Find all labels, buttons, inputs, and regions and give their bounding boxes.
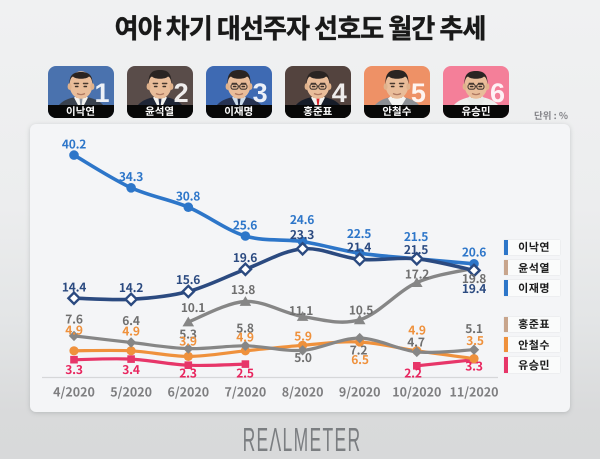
svg-text:2.2: 2.2 — [404, 364, 422, 381]
svg-text:5.9: 5.9 — [294, 327, 312, 344]
svg-text:19.6: 19.6 — [233, 249, 257, 266]
svg-text:3.3: 3.3 — [465, 357, 483, 374]
svg-text:13.8: 13.8 — [231, 281, 255, 298]
svg-text:10/2020: 10/2020 — [392, 382, 441, 401]
svg-text:10.1: 10.1 — [181, 299, 205, 316]
svg-text:3.3: 3.3 — [65, 361, 83, 378]
svg-text:19.8: 19.8 — [462, 270, 486, 287]
svg-text:25.6: 25.6 — [233, 216, 257, 233]
svg-text:4.9: 4.9 — [65, 321, 83, 338]
svg-text:5.3: 5.3 — [179, 325, 197, 342]
svg-text:7/2020: 7/2020 — [225, 382, 267, 401]
svg-text:21.5: 21.5 — [404, 241, 428, 258]
svg-text:6.4: 6.4 — [122, 312, 140, 329]
svg-text:22.5: 22.5 — [347, 225, 371, 242]
svg-text:23.3: 23.3 — [290, 226, 314, 243]
svg-text:10.5: 10.5 — [349, 301, 373, 318]
svg-text:5/2020: 5/2020 — [110, 382, 152, 401]
svg-text:4.9: 4.9 — [236, 328, 254, 345]
svg-text:11/2020: 11/2020 — [449, 382, 498, 401]
svg-text:30.8: 30.8 — [176, 187, 200, 204]
svg-text:17.2: 17.2 — [405, 265, 429, 282]
svg-text:4.7: 4.7 — [407, 333, 425, 350]
svg-text:8/2020: 8/2020 — [282, 382, 324, 401]
svg-text:14.4: 14.4 — [62, 278, 86, 295]
svg-text:24.6: 24.6 — [290, 211, 314, 228]
svg-text:3.4: 3.4 — [122, 361, 140, 378]
svg-text:3.9: 3.9 — [179, 332, 197, 349]
svg-text:20.6: 20.6 — [462, 243, 486, 260]
svg-text:7.2: 7.2 — [350, 341, 368, 358]
svg-text:19.4: 19.4 — [462, 280, 486, 297]
svg-text:14.2: 14.2 — [119, 279, 143, 296]
svg-text:5.1: 5.1 — [465, 320, 483, 337]
svg-text:5.0: 5.0 — [294, 349, 312, 366]
svg-text:15.6: 15.6 — [176, 271, 200, 288]
svg-text:2.5: 2.5 — [236, 364, 254, 381]
svg-text:4.9: 4.9 — [122, 322, 140, 339]
svg-text:34.3: 34.3 — [119, 168, 143, 185]
svg-text:3.5: 3.5 — [466, 332, 484, 349]
svg-text:11.1: 11.1 — [289, 302, 313, 319]
svg-text:40.2: 40.2 — [62, 135, 86, 152]
svg-text:4/2020: 4/2020 — [53, 382, 95, 401]
svg-text:21.4: 21.4 — [347, 238, 371, 255]
svg-text:2.3: 2.3 — [179, 364, 197, 381]
svg-text:4.9: 4.9 — [408, 321, 426, 338]
svg-text:5.8: 5.8 — [236, 319, 254, 336]
svg-text:6/2020: 6/2020 — [167, 382, 209, 401]
svg-text:7.6: 7.6 — [65, 310, 83, 327]
svg-text:9/2020: 9/2020 — [339, 382, 381, 401]
svg-text:21.5: 21.5 — [404, 228, 428, 245]
svg-text:6.5: 6.5 — [351, 351, 369, 368]
